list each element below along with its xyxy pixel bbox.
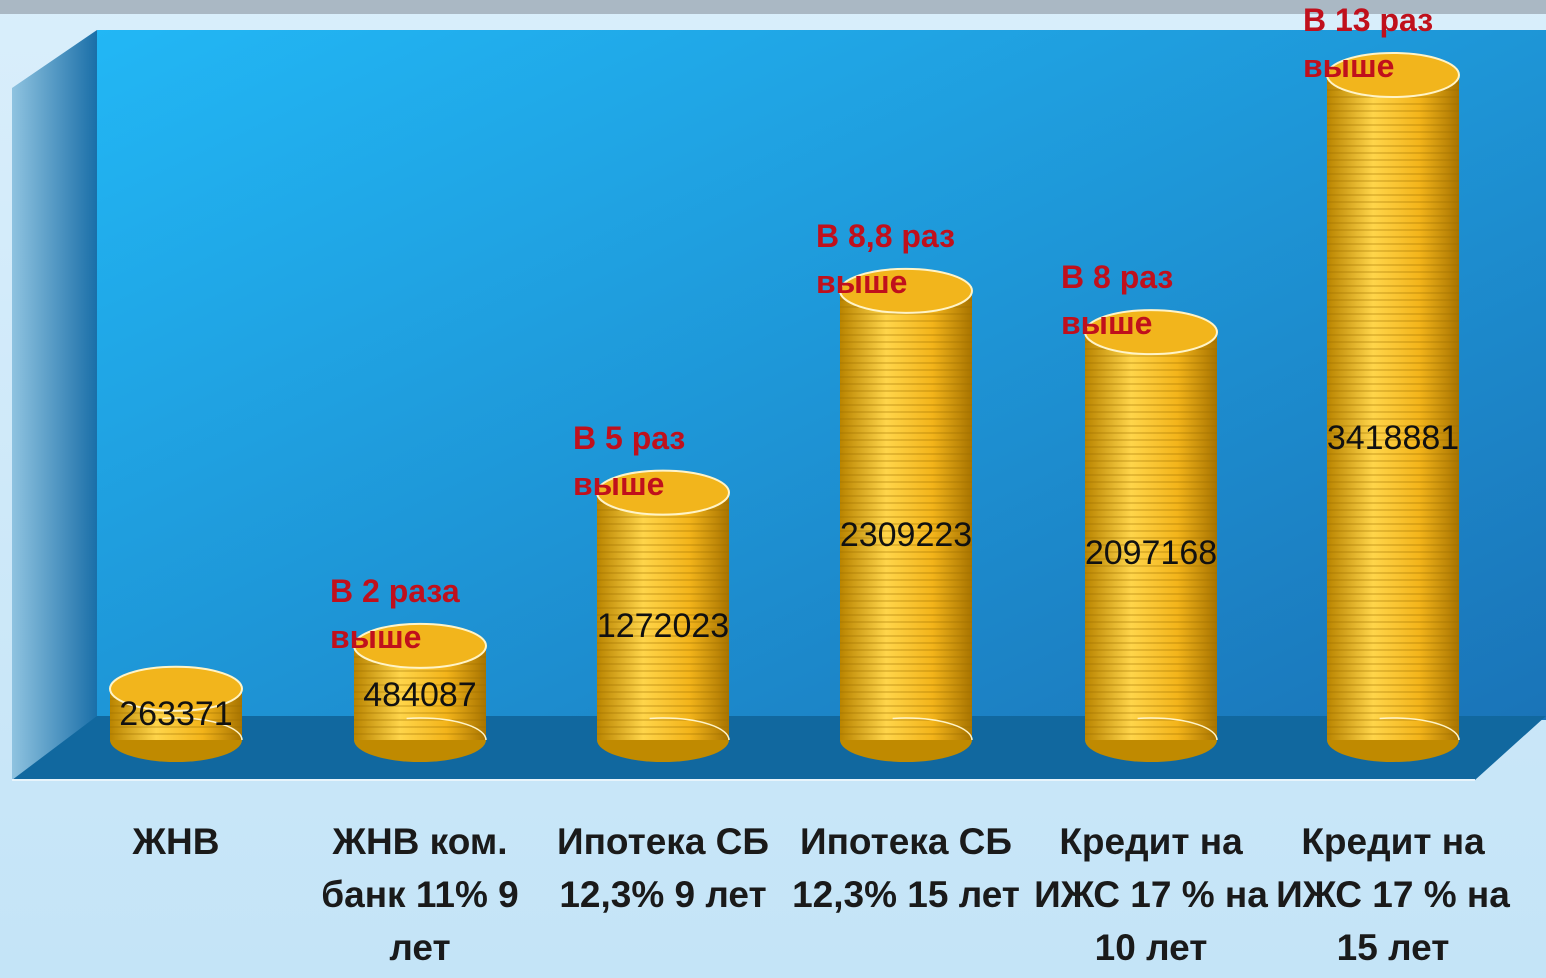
value-label: 2309223 — [786, 516, 1026, 555]
x-tick-label: ЖНВ — [58, 815, 294, 868]
x-tick-label: Ипотека СБ 12,3% 9 лет — [545, 815, 781, 921]
value-label: 1272023 — [543, 607, 783, 646]
left-wall — [12, 30, 97, 780]
x-tick-label: Кредит на ИЖС 17 % на 10 лет — [1033, 815, 1269, 974]
x-tick-label: ЖНВ ком. банк 11% 9 лет — [302, 815, 538, 974]
coin-stripes — [1327, 75, 1459, 740]
x-tick-label: Кредит на ИЖС 17 % на 15 лет — [1275, 815, 1511, 974]
annotation: В 2 раза выше — [330, 568, 510, 660]
annotation: В 8,8 раз выше — [816, 213, 996, 305]
value-label: 3418881 — [1273, 419, 1513, 458]
annotation: В 5 раз выше — [573, 415, 753, 507]
value-label: 484087 — [300, 676, 540, 715]
value-label: 263371 — [56, 695, 296, 734]
value-label: 2097168 — [1031, 534, 1271, 573]
annotation: В 13 раз выше — [1303, 0, 1483, 89]
x-tick-label: Ипотека СБ 12,3% 15 лет — [788, 815, 1024, 921]
annotation: В 8 раз выше — [1061, 254, 1241, 346]
page: {"chart_data": {"type": "bar", "categori… — [0, 0, 1546, 978]
